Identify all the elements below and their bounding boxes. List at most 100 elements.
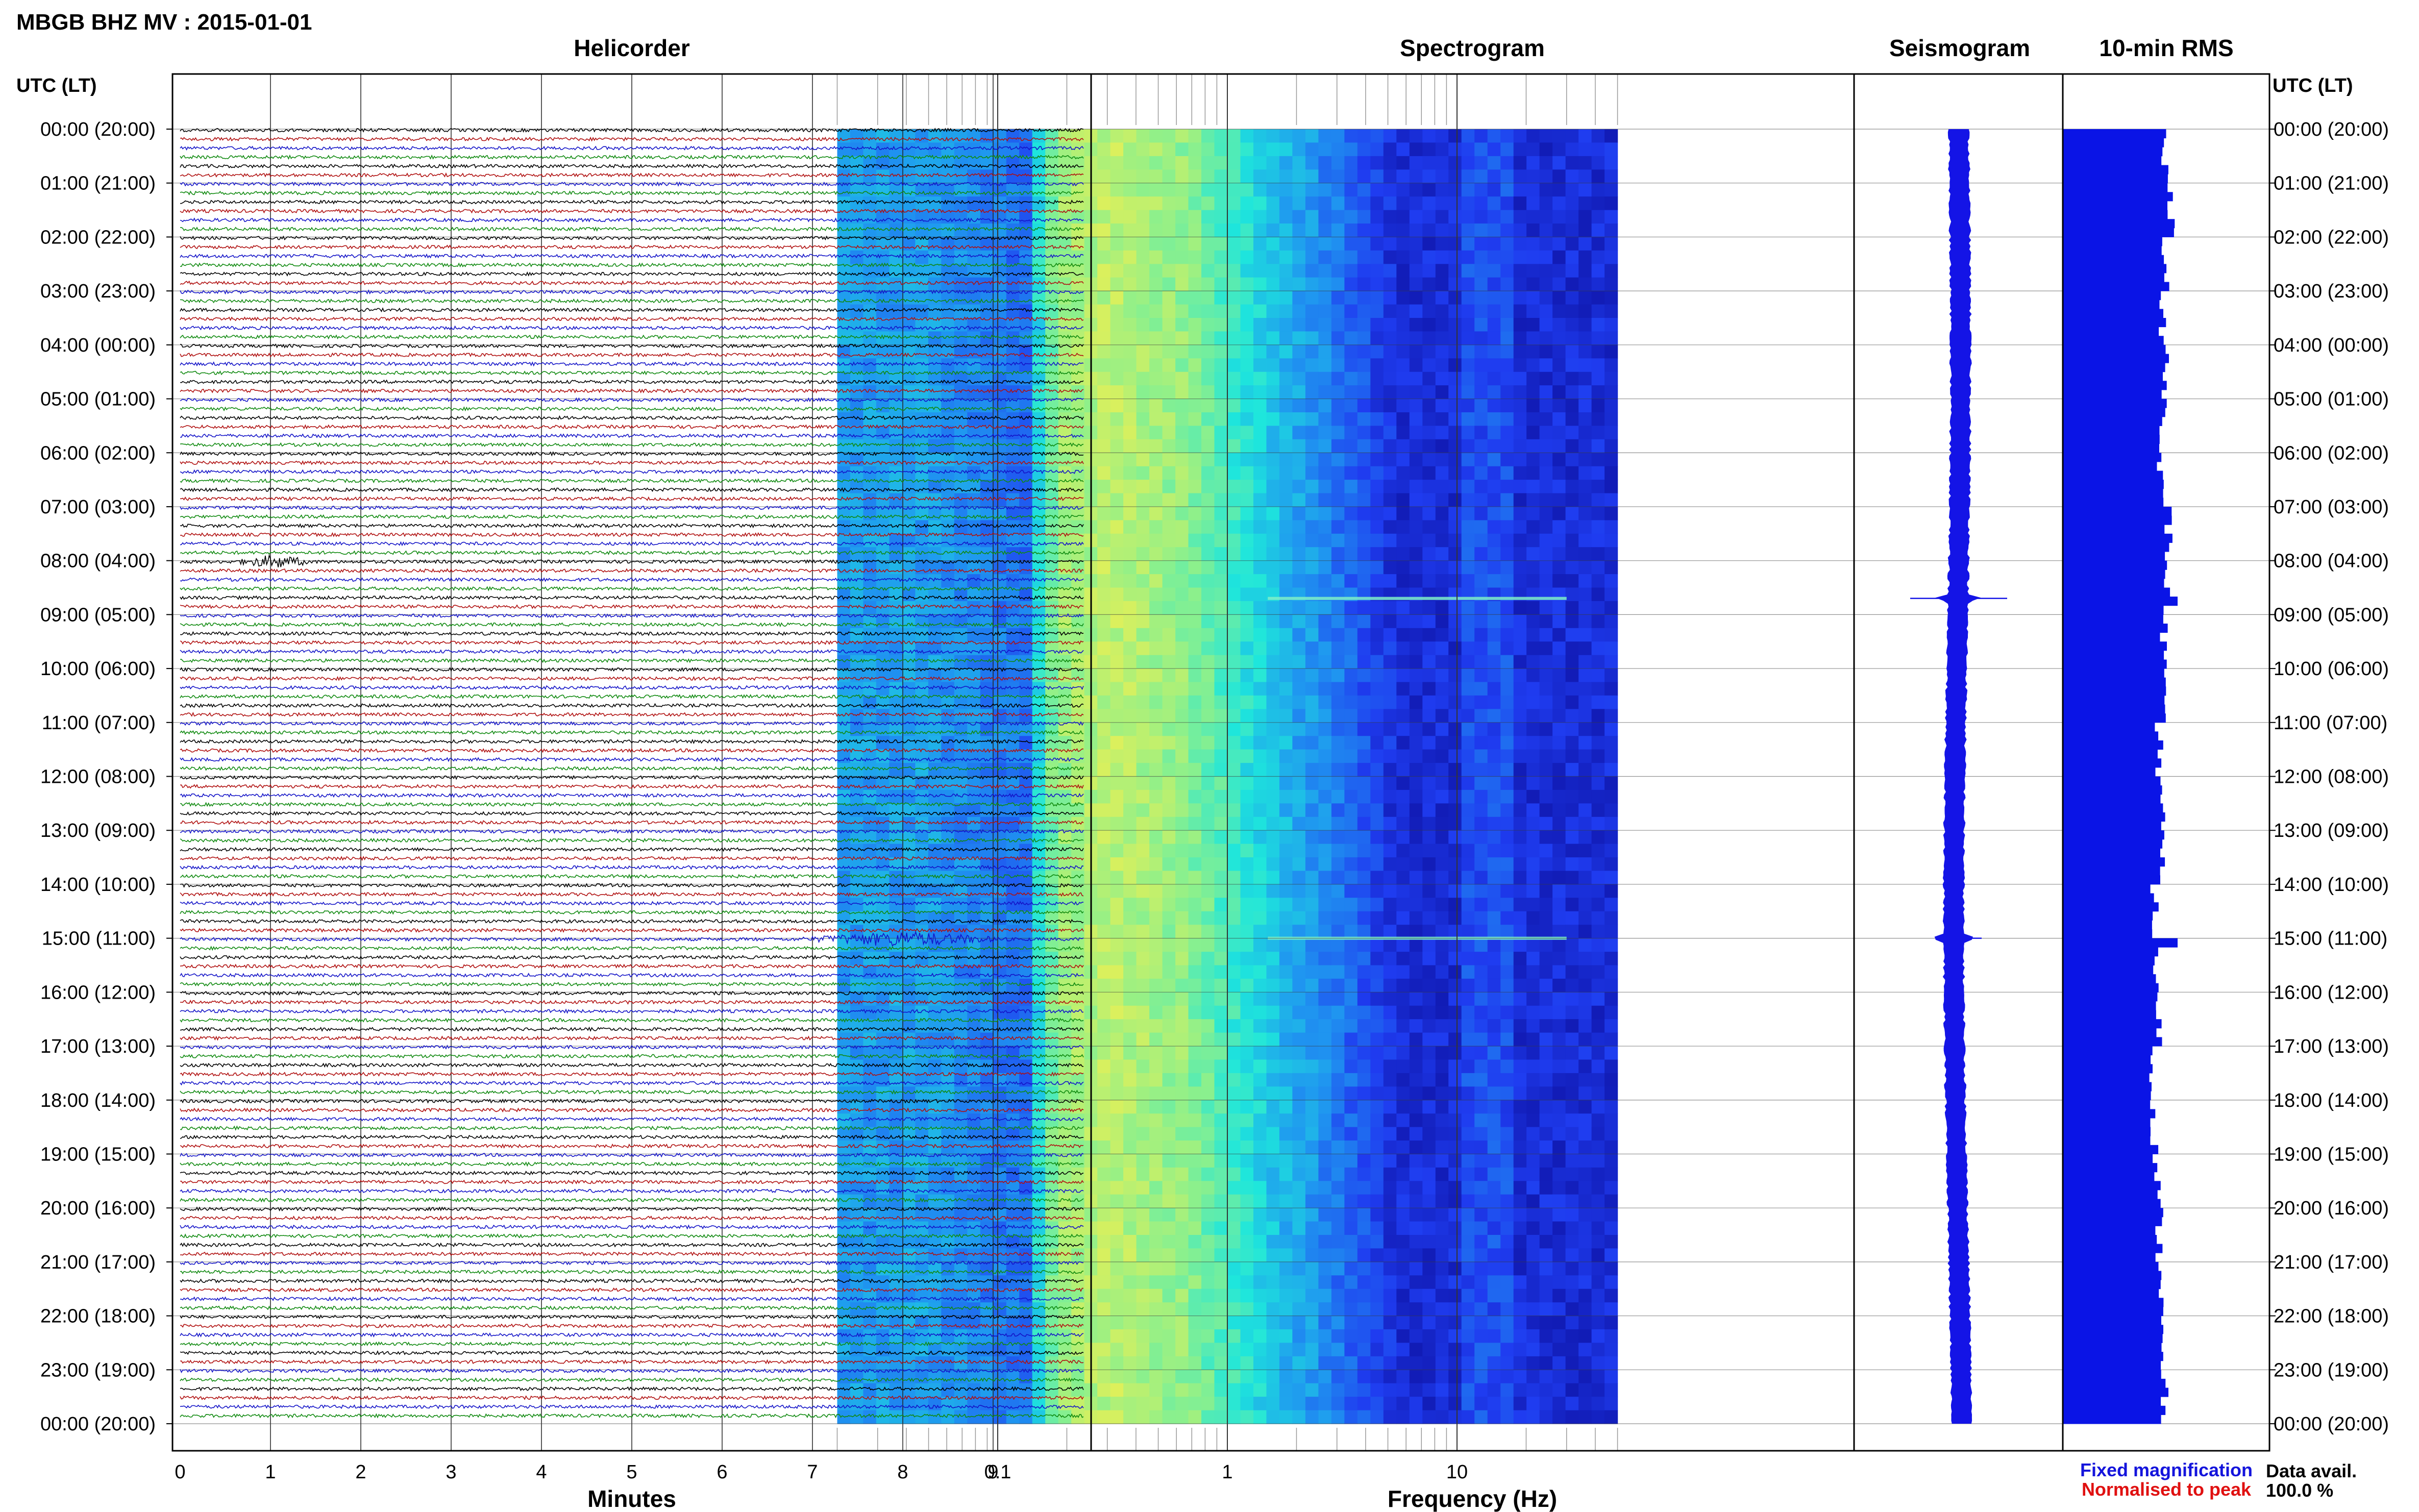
spectrogram-cell [1045,466,1059,480]
spectrogram-cell [1123,129,1137,143]
spectrogram-cell [1578,709,1592,723]
spectrogram-cell [1149,1154,1163,1168]
spectrogram-cell [1019,1086,1033,1101]
spectrogram-cell [1513,938,1527,952]
spectrogram-cell [1123,493,1137,507]
spectrogram-cell [1162,965,1176,979]
spectrogram-cell [1435,614,1449,629]
spectrogram-cell [1318,1154,1332,1168]
spectrogram-cell [1605,142,1618,157]
spectrogram-cell [1188,291,1202,305]
spectrogram-cell [1591,952,1605,966]
spectrogram-cell [1605,763,1618,777]
spectrogram-cell [876,871,890,885]
spectrogram-cell [1175,1032,1189,1047]
spectrogram-cell [1383,574,1397,588]
spectrogram-cell [1305,601,1319,615]
spectrogram-cell [1605,736,1618,750]
spectrogram-cell [1526,898,1540,912]
spectrogram-cell [1071,1032,1085,1047]
spectrogram-cell [1591,574,1605,588]
spectrogram-cell [1266,533,1280,548]
spectrogram-cell [1370,1235,1384,1249]
spectrogram-cell [1474,614,1488,629]
spectrogram-cell [1136,371,1150,386]
spectrogram-cell [1045,533,1059,548]
spectrogram-cell [1539,1154,1553,1168]
spectrogram-cell [941,803,955,817]
spectrogram-cell [1253,183,1267,197]
spectrogram-cell [1370,763,1384,777]
spectrogram-cell [1383,237,1397,251]
spectrogram-cell [1578,371,1592,386]
spectrogram-cell [889,533,903,548]
spectrogram-cell [1188,344,1202,359]
spectrogram-cell [1370,736,1384,750]
spectrogram-cell [837,857,851,872]
spectrogram-cell [1513,439,1527,453]
spectrogram-cell [1162,614,1176,629]
spectrogram-cell [850,156,863,170]
spectrogram-cell [993,1181,1007,1195]
spectrogram-cell [1214,655,1228,669]
spectrogram-cell [1201,695,1215,709]
spectrogram-cell [941,574,955,588]
spectrogram-cell [1435,412,1449,426]
spectrogram-cell [1305,803,1319,817]
spectrogram-cell [1188,574,1202,588]
spectrogram-cell [1565,830,1579,845]
spectrogram-cell [1344,1059,1358,1074]
spectrogram-cell [1097,1086,1111,1101]
spectrogram-cell [1383,1167,1397,1181]
spectrogram-cell [1279,169,1293,184]
spectrogram-cell [1370,709,1384,723]
spectrogram-cell [928,453,942,467]
spectrogram-cell [954,358,968,373]
spectrogram-cell [1188,965,1202,979]
spectrogram-cell [1227,1086,1241,1101]
spectrogram-cell [1539,952,1553,966]
spectrogram-cell [1357,992,1371,1006]
spectrogram-cell [1123,224,1137,237]
spectrogram-cell [1513,789,1527,804]
spectrogram-cell [1487,1208,1501,1222]
spectrogram-cell [1201,439,1215,453]
spectrogram-cell [1344,547,1358,561]
spectrogram-cell [1214,1046,1228,1060]
spectrogram-cell [1487,655,1501,669]
spectrogram-cell [1175,547,1189,561]
spectrogram-cell [1539,547,1553,561]
spectrogram-cell [1409,224,1423,237]
spectrogram-cell [1214,318,1228,332]
spectrogram-cell [1591,641,1605,656]
spectrogram-cell [1136,439,1150,453]
spectrogram-cell [1552,318,1566,332]
spectrogram-cell [1513,1194,1527,1208]
spectrogram-cell [1201,237,1215,251]
spectrogram-cell [1162,898,1176,912]
spectrogram-cell [1136,695,1150,709]
spectrogram-cell [1357,857,1371,872]
spectrogram-cell [889,1059,903,1074]
spectrogram-cell [1565,358,1579,373]
spectrogram-cell [1591,938,1605,952]
spectrogram-cell [1240,614,1254,629]
spectrogram-cell [1279,277,1293,291]
spectrogram-cell [1513,830,1527,845]
spectrogram-cell [902,1046,916,1060]
spectrogram-cell [1461,1100,1475,1114]
spectrogram-cell [863,736,877,750]
spectrogram-cell [1422,358,1436,373]
spectrogram-cell [1513,628,1527,642]
spectrogram-cell [1006,358,1020,373]
spectrogram-cell [1253,1032,1267,1047]
spectrogram-cell [1305,142,1319,157]
spectrogram-cell [1474,871,1488,885]
spectrogram-cell [1162,1046,1176,1060]
spectrogram-cell [1110,1059,1124,1074]
spectrogram-cell [1318,1100,1332,1114]
spectrogram-cell [1201,709,1215,723]
spectrogram-cell [1591,318,1605,332]
spectrogram-cell [1539,291,1553,305]
spectrogram-cell [1448,169,1462,184]
